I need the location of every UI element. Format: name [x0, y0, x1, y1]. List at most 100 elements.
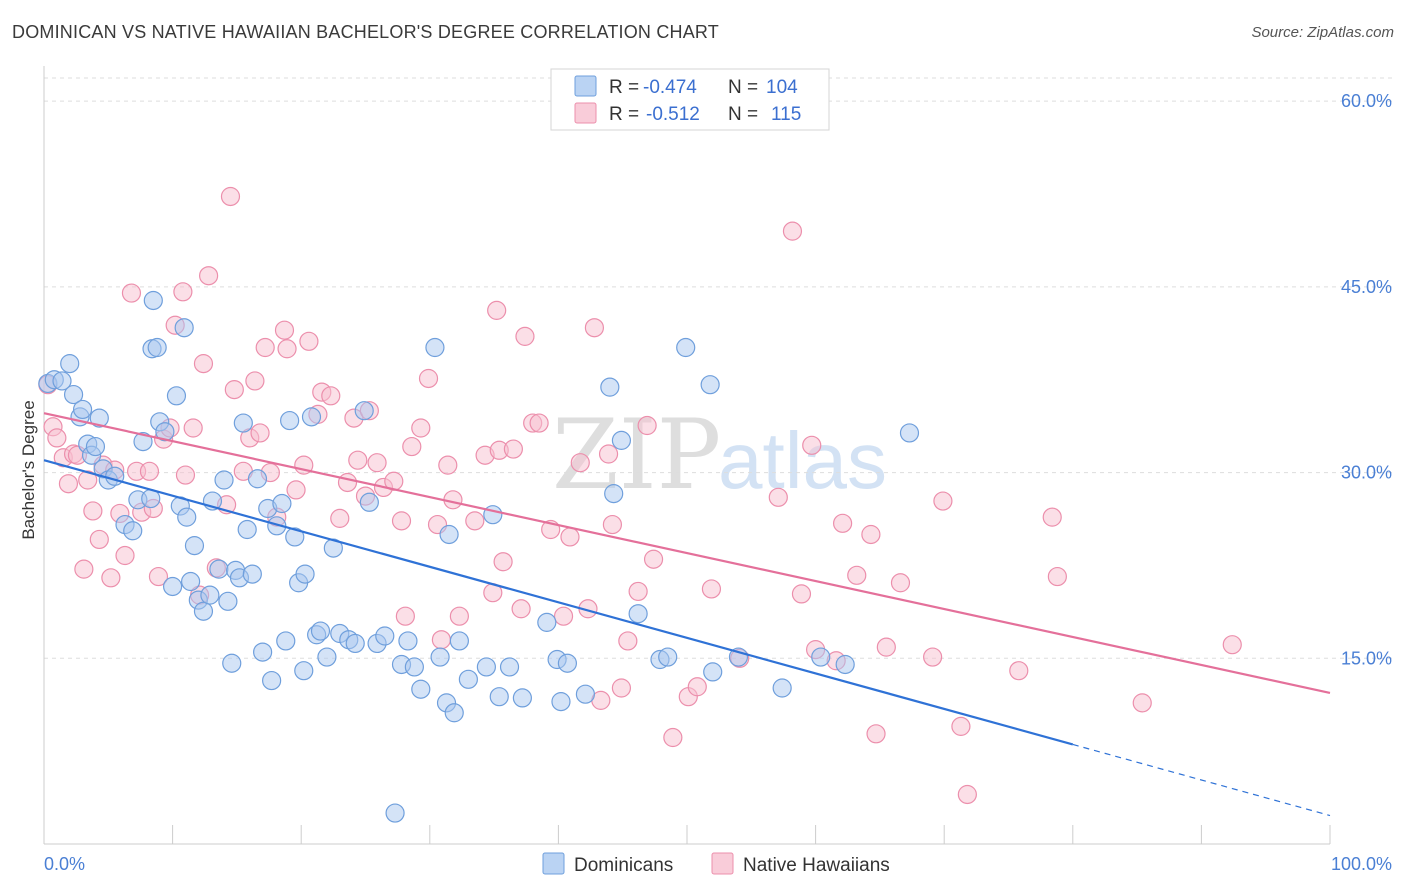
dominican-point-83	[512, 688, 532, 708]
hawaiian-point-116	[1222, 635, 1242, 655]
dominican-point-63	[354, 401, 374, 421]
dominican-point-17	[133, 432, 153, 452]
hawaiian-point-114	[1042, 507, 1062, 527]
dominican-point-24	[163, 576, 183, 597]
hawaiian-point-45	[299, 331, 319, 351]
dominican-point-25	[166, 386, 187, 406]
dominican-point-79	[476, 657, 496, 677]
bottom-legend: Dominicans Native Hawaiians	[542, 852, 890, 876]
dominican-point-3	[60, 354, 80, 374]
dominican-point-30	[184, 536, 205, 556]
dominican-point-97	[703, 662, 723, 682]
hawaiian-point-61	[411, 418, 431, 438]
dominican-point-72	[425, 337, 445, 358]
dominican-point-101	[835, 654, 855, 675]
hawaiian-point-36	[245, 371, 265, 391]
hawaiian-point-74	[503, 439, 523, 459]
hawaiian-point-107	[866, 724, 886, 744]
dominican-point-90	[604, 484, 624, 504]
stats-n-label-hawaiians: N =	[728, 104, 758, 125]
hawaiian-point-37	[250, 423, 270, 443]
legend-swatch-hawaiians[interactable]	[711, 852, 734, 875]
dominican-point-49	[272, 493, 292, 514]
dominican-point-70	[404, 657, 424, 677]
hawaiian-point-106	[861, 524, 881, 545]
dominican-trend-extension	[1072, 743, 1331, 817]
dominican-point-29	[181, 571, 201, 592]
hawaiian-point-87	[602, 514, 623, 535]
dominican-point-41	[233, 413, 253, 433]
legend-label-dominicans[interactable]: Dominicans	[574, 855, 673, 876]
hawaiian-point-73	[493, 552, 513, 572]
hawaiian-point-75	[511, 599, 531, 619]
hawaiian-point-108	[876, 637, 896, 657]
y-tick-label-60: 60.0%	[1341, 91, 1392, 111]
hawaiian-point-28	[193, 354, 214, 374]
hawaiian-point-38	[255, 337, 275, 358]
hawaiian-point-104	[833, 513, 853, 533]
stats-r-value-hawaiians: -0.512	[646, 104, 700, 125]
dominican-point-88	[575, 684, 596, 704]
dominican-point-78	[458, 669, 478, 689]
y-tick-labels: 15.0% 30.0% 45.0% 60.0%	[1341, 91, 1392, 668]
hawaiian-point-117	[78, 470, 98, 490]
dominican-point-85	[551, 692, 571, 712]
dominican-point-36	[214, 470, 234, 490]
dominican-point-75	[439, 524, 459, 545]
stats-r-value-dominicans: -0.474	[643, 77, 697, 98]
dominican-point-96	[700, 375, 720, 395]
dominican-point-43	[242, 564, 262, 584]
source-credit: Source: ZipAtlas.com	[1251, 24, 1394, 41]
legend-swatch-dominicans[interactable]	[542, 852, 565, 875]
hawaiian-trend-line	[43, 412, 1331, 695]
hawaiian-point-20	[148, 566, 169, 587]
trend-lines	[43, 412, 1331, 817]
hawaiian-point-86	[598, 444, 619, 464]
hawaiian-point-112	[957, 784, 977, 805]
chart-title: DOMINICAN VS NATIVE HAWAIIAN BACHELOR'S …	[12, 22, 720, 42]
dominican-point-32	[193, 601, 214, 621]
hawaiian-point-59	[395, 606, 415, 626]
hawaiian-point-105	[847, 565, 867, 585]
hawaiian-point-7	[74, 559, 94, 579]
dominican-point-62	[345, 633, 365, 654]
y-tick-label-15: 15.0%	[1341, 648, 1392, 668]
hawaiian-point-93	[663, 727, 683, 748]
hawaiian-point-41	[274, 320, 295, 340]
dominican-point-71	[411, 679, 431, 699]
dominican-point-73	[430, 647, 450, 667]
hawaiian-point-24	[173, 282, 193, 302]
y-tick-label-45: 45.0%	[1341, 277, 1392, 297]
hawaiian-point-33	[224, 380, 244, 400]
series-dominicans	[38, 290, 920, 823]
dominican-point-77	[449, 631, 469, 651]
dominican-point-33	[200, 585, 220, 605]
dominican-point-45	[253, 642, 273, 662]
dominican-point-103	[294, 661, 314, 681]
dominican-point-10	[89, 408, 109, 428]
hawaiian-point-80	[553, 606, 574, 626]
hawaiian-point-78	[529, 413, 549, 433]
dominican-point-50	[276, 631, 296, 651]
dominican-point-23	[155, 422, 175, 442]
hawaiian-point-9	[89, 529, 109, 550]
dominican-point-54	[295, 564, 315, 584]
hawaiian-point-72	[487, 300, 507, 320]
hawaiian-point-101	[802, 435, 822, 455]
hawaiian-point-68	[465, 511, 485, 531]
hawaiian-point-67	[449, 606, 469, 626]
legend-label-hawaiians[interactable]: Native Hawaiians	[743, 855, 890, 876]
dominican-point-100	[811, 647, 831, 667]
hawaiian-point-2	[47, 428, 67, 448]
dominican-point-47	[262, 670, 282, 691]
dominican-point-69	[398, 631, 418, 651]
dominican-point-4	[63, 384, 84, 405]
hawaiian-point-60	[402, 436, 422, 457]
dominican-point-42	[237, 519, 257, 540]
hawaiian-point-109	[890, 573, 911, 593]
dominican-point-94	[658, 647, 678, 667]
hawaiian-point-15	[121, 283, 142, 303]
hawaiian-point-43	[286, 480, 306, 500]
hawaiian-point-99	[782, 221, 803, 241]
x-tick-label-min: 0.0%	[44, 854, 85, 874]
